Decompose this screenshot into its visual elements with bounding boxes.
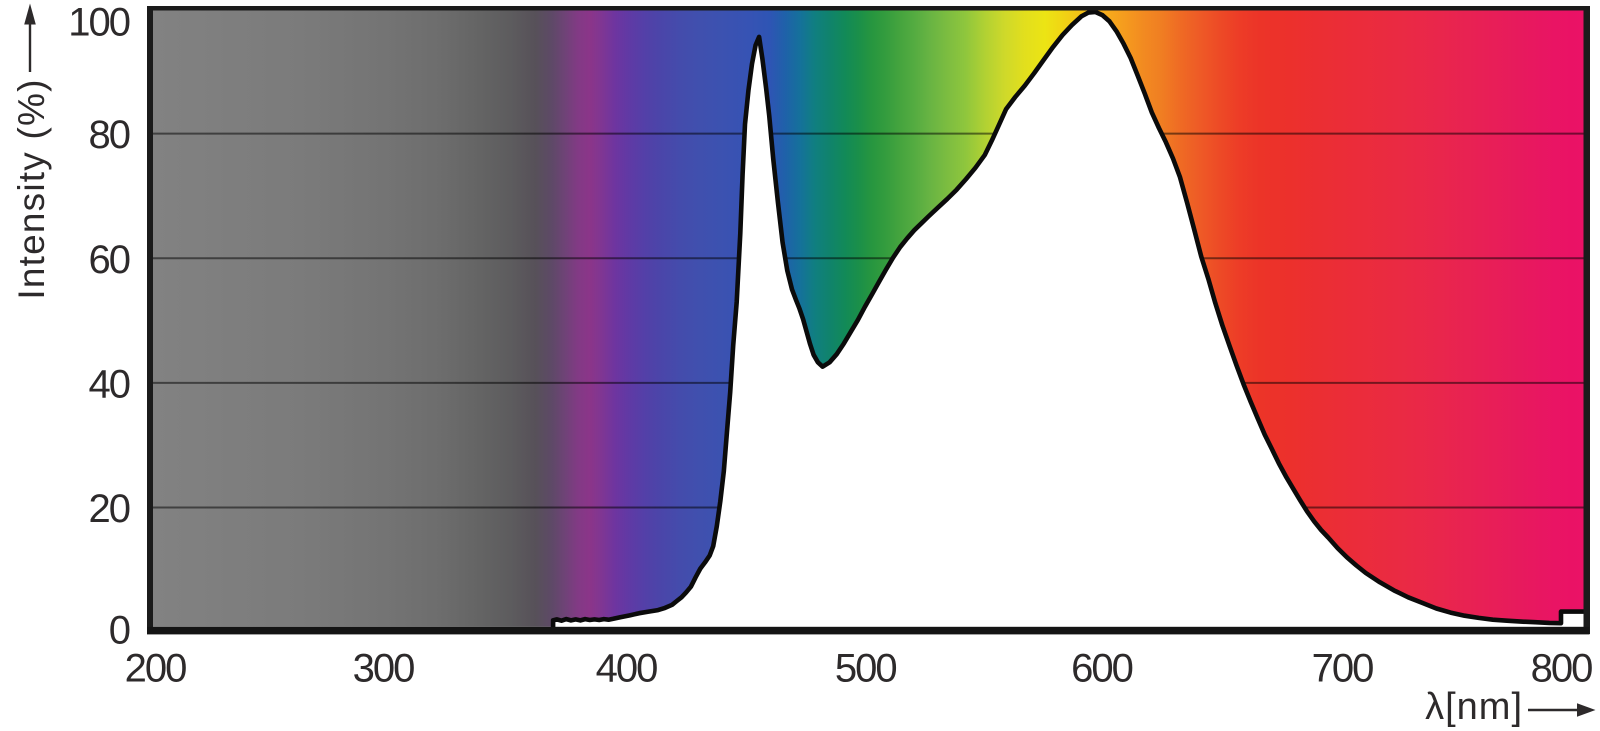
svg-text:800: 800 [1531, 647, 1592, 691]
svg-text:60: 60 [89, 238, 130, 282]
svg-text:40: 40 [89, 363, 130, 407]
svg-text:300: 300 [353, 647, 414, 691]
svg-text:700: 700 [1312, 647, 1373, 691]
svg-text:Intensity (%): Intensity (%) [11, 78, 52, 299]
svg-text:600: 600 [1071, 647, 1132, 691]
svg-text:100: 100 [68, 1, 129, 45]
svg-text:λ[nm]: λ[nm] [1425, 686, 1523, 728]
svg-text:400: 400 [596, 647, 657, 691]
svg-text:200: 200 [125, 647, 186, 691]
svg-text:20: 20 [89, 487, 130, 531]
svg-text:80: 80 [89, 113, 130, 157]
svg-text:0: 0 [109, 609, 130, 653]
svg-text:500: 500 [835, 647, 896, 691]
